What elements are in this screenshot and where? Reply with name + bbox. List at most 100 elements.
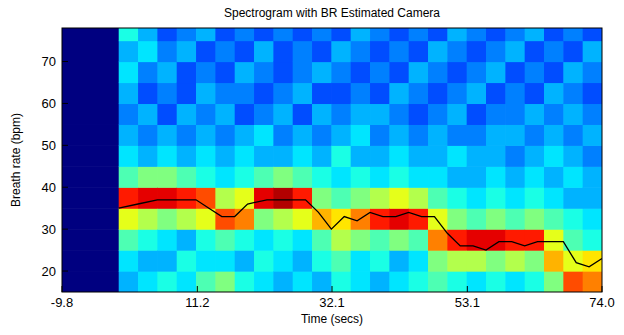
- heat-cell: [138, 166, 158, 188]
- heat-cell: [62, 271, 119, 292]
- heat-cell: [447, 62, 467, 84]
- heat-cell: [563, 208, 583, 230]
- heat-cell: [467, 250, 487, 272]
- heat-cell: [157, 103, 177, 125]
- heat-cell: [409, 145, 429, 167]
- heat-cell: [544, 41, 564, 63]
- heat-cell: [235, 166, 255, 188]
- heat-cell: [331, 62, 351, 84]
- heat-cell: [254, 208, 274, 230]
- heat-cell: [544, 229, 564, 251]
- heat-cell: [370, 166, 390, 188]
- y-tick: [62, 271, 68, 272]
- heat-cell: [467, 124, 487, 146]
- heat-cell: [235, 41, 255, 63]
- heat-cell: [254, 124, 274, 146]
- heat-cell: [583, 124, 602, 146]
- heat-cell: [428, 208, 448, 230]
- heat-cell: [370, 208, 390, 230]
- heat-cell: [157, 28, 177, 41]
- heat-cell: [196, 41, 216, 63]
- heat-cell: [486, 103, 506, 125]
- heat-cell: [370, 28, 390, 41]
- heat-cell: [62, 187, 119, 209]
- heat-cell: [467, 166, 487, 188]
- heat-cell: [254, 187, 274, 209]
- heat-cell: [293, 28, 313, 41]
- heat-cell: [312, 82, 332, 104]
- heat-cell: [389, 271, 409, 292]
- heat-cell: [312, 271, 332, 292]
- heat-cell: [312, 41, 332, 63]
- heat-cell: [62, 41, 119, 63]
- heat-cell: [157, 229, 177, 251]
- y-tick-label: 20: [42, 264, 56, 279]
- heat-cell: [525, 187, 545, 209]
- heat-cell: [544, 271, 564, 292]
- y-tick: [62, 103, 68, 104]
- heat-cell: [525, 28, 545, 41]
- heat-cell: [409, 208, 429, 230]
- heat-cell: [525, 166, 545, 188]
- heat-cell: [235, 124, 255, 146]
- heat-cell: [409, 41, 429, 63]
- heat-cell: [447, 229, 467, 251]
- heat-cell: [177, 28, 197, 41]
- heat-cell: [157, 271, 177, 292]
- x-tick-label: 74.0: [589, 295, 614, 310]
- heat-cell: [293, 229, 313, 251]
- heat-cell: [273, 103, 293, 125]
- heat-cell: [563, 187, 583, 209]
- heat-cell: [544, 187, 564, 209]
- heat-cell: [119, 250, 139, 272]
- heat-cell: [544, 166, 564, 188]
- heat-cell: [293, 208, 313, 230]
- heat-cell: [351, 229, 371, 251]
- heat-cell: [389, 62, 409, 84]
- heat-cell: [351, 103, 371, 125]
- heat-cell: [351, 41, 371, 63]
- heat-cell: [177, 145, 197, 167]
- heat-cell: [177, 271, 197, 292]
- heat-cell: [177, 103, 197, 125]
- heat-cell: [409, 250, 429, 272]
- heat-cell: [583, 62, 602, 84]
- heat-cell: [62, 208, 119, 230]
- heat-cell: [254, 41, 274, 63]
- y-tick-label: 70: [42, 54, 56, 69]
- heat-cell: [370, 82, 390, 104]
- heat-cell: [177, 62, 197, 84]
- heat-cell: [293, 62, 313, 84]
- heat-cell: [525, 229, 545, 251]
- heat-cell: [312, 103, 332, 125]
- heat-cell: [138, 250, 158, 272]
- heat-cell: [370, 124, 390, 146]
- heat-cell: [544, 145, 564, 167]
- heat-cell: [157, 124, 177, 146]
- heat-cell: [505, 166, 525, 188]
- heat-cell: [62, 250, 119, 272]
- heat-cell: [273, 187, 293, 209]
- heat-cell: [447, 28, 467, 41]
- heat-cell: [505, 271, 525, 292]
- heat-cell: [273, 250, 293, 272]
- heat-cell: [331, 187, 351, 209]
- heat-cell: [293, 41, 313, 63]
- heat-cell: [215, 187, 235, 209]
- heat-cell: [235, 82, 255, 104]
- heat-cell: [583, 145, 602, 167]
- heat-cell: [293, 187, 313, 209]
- heat-cell: [235, 250, 255, 272]
- heat-cell: [351, 82, 371, 104]
- heat-cell: [525, 82, 545, 104]
- heat-cell: [254, 166, 274, 188]
- x-tick: [62, 286, 63, 292]
- heat-cell: [273, 166, 293, 188]
- heat-cell: [409, 103, 429, 125]
- heat-cell: [389, 145, 409, 167]
- heat-cell: [196, 145, 216, 167]
- heat-cell: [312, 145, 332, 167]
- heat-cell: [583, 41, 602, 63]
- heat-cell: [544, 124, 564, 146]
- plot-frame: [62, 28, 602, 292]
